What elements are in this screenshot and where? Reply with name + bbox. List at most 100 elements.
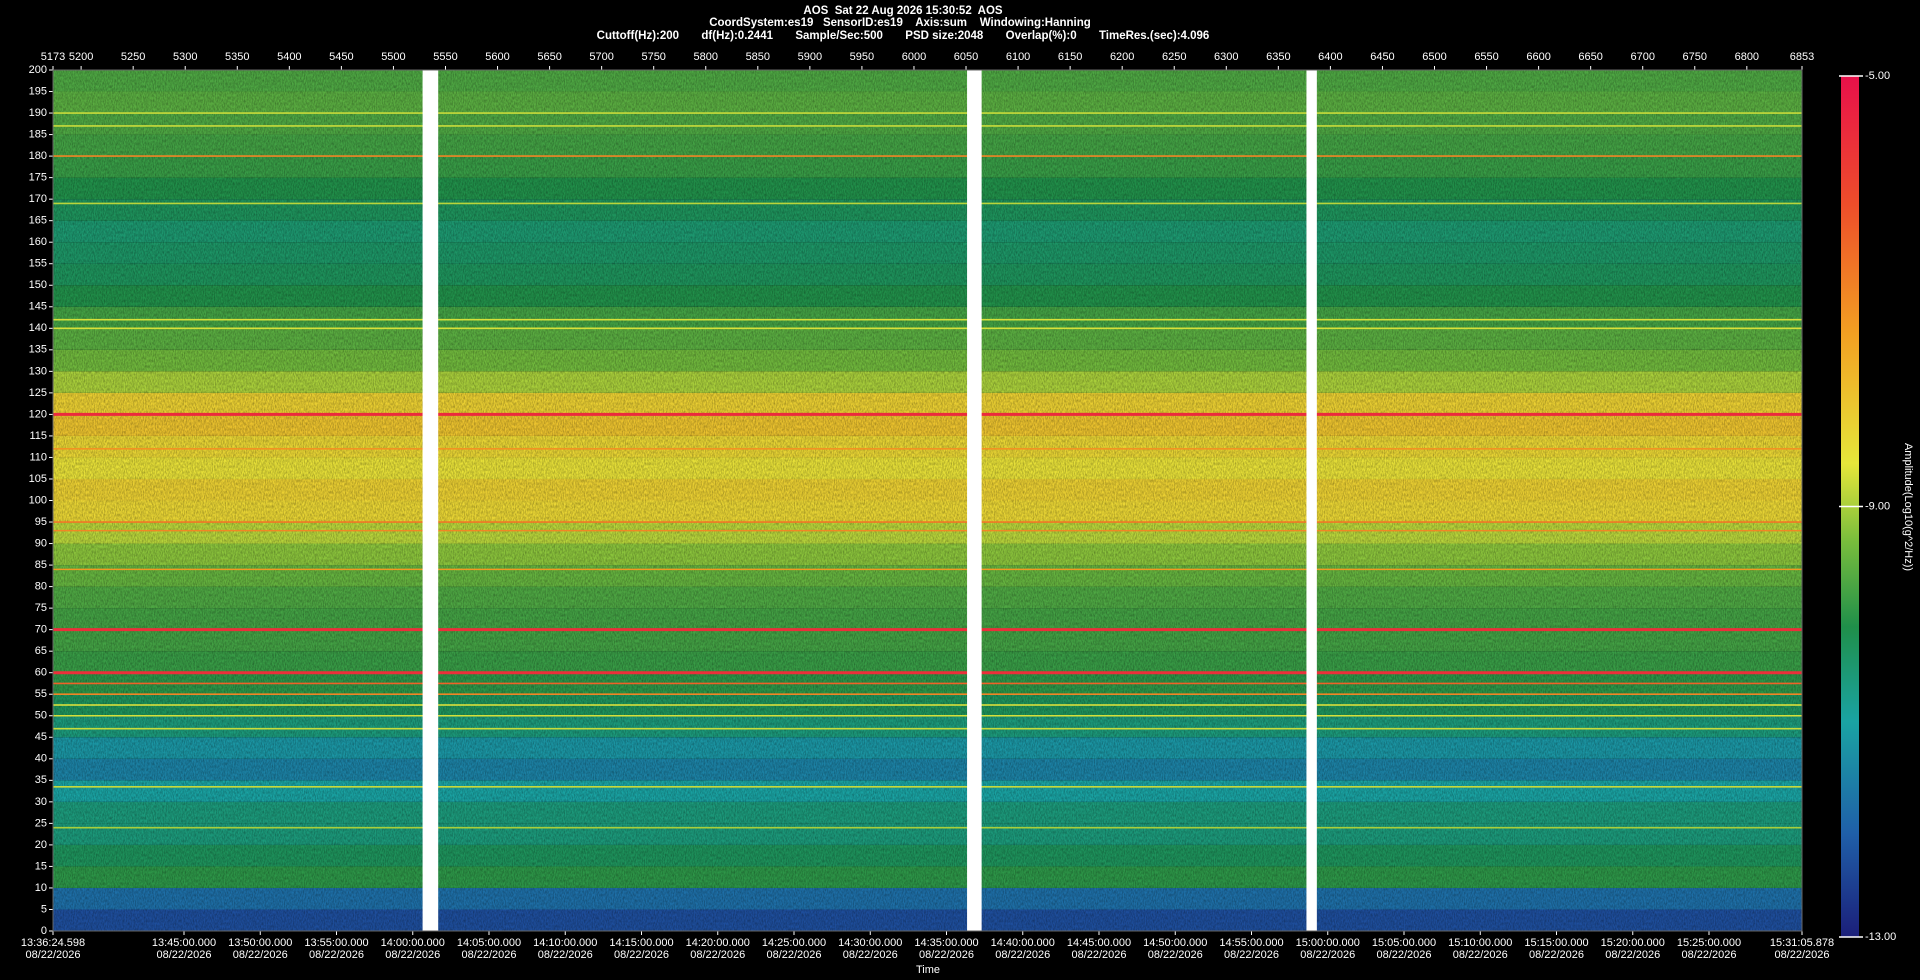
y-tick-label: 120	[29, 408, 47, 420]
chart-title: AOS Sat 22 Aug 2026 15:30:52 AOS	[803, 5, 1003, 17]
x-tick-label: 5600	[485, 51, 509, 63]
date-tick-label: 08/22/2026	[385, 949, 440, 961]
x-tick-label: 5250	[121, 51, 145, 63]
date-tick-label: 08/22/2026	[1376, 949, 1431, 961]
y-tick-label: 90	[35, 537, 47, 549]
time-tick-label: 15:10:00.000	[1448, 937, 1512, 949]
x-tick-label: 6450	[1370, 51, 1394, 63]
x-tick-label: 5850	[746, 51, 770, 63]
x-tick-label: 5650	[537, 51, 561, 63]
y-tick-label: 155	[29, 258, 47, 270]
y-tick-label: 35	[35, 774, 47, 786]
time-tick-label: 15:20:00.000	[1601, 937, 1665, 949]
date-tick-label: 08/22/2026	[461, 949, 516, 961]
data-gap	[1306, 70, 1317, 931]
x-tick-label: 6350	[1266, 51, 1290, 63]
time-tick-label: 13:55:00.000	[304, 937, 368, 949]
time-tick-label: 14:00:00.000	[381, 937, 445, 949]
x-tick-label: 5300	[173, 51, 197, 63]
y-tick-label: 175	[29, 172, 47, 184]
plot-area	[53, 70, 1802, 931]
time-tick-label: 14:10:00.000	[533, 937, 597, 949]
date-tick-label: 08/22/2026	[1681, 949, 1736, 961]
time-tick-label: 13:36:24.598	[21, 937, 85, 949]
date-tick-label: 08/22/2026	[1529, 949, 1584, 961]
date-tick-label: 08/22/2026	[1300, 949, 1355, 961]
date-tick-label: 08/22/2026	[1605, 949, 1660, 961]
y-tick-label: 105	[29, 473, 47, 485]
date-tick-label: 08/22/2026	[156, 949, 211, 961]
x-tick-label: 5550	[433, 51, 457, 63]
time-tick-label: 15:25:00.000	[1677, 937, 1741, 949]
y-tick-label: 135	[29, 344, 47, 356]
x-tick-label: 5800	[694, 51, 718, 63]
date-tick-label: 08/22/2026	[1148, 949, 1203, 961]
y-tick-label: 30	[35, 796, 47, 808]
y-tick-label: 85	[35, 559, 47, 571]
y-tick-label: 195	[29, 85, 47, 97]
y-tick-label: 25	[35, 817, 47, 829]
y-tick-label: 40	[35, 753, 47, 765]
x-tick-label: 6500	[1422, 51, 1446, 63]
x-tick-label: 5350	[225, 51, 249, 63]
y-tick-label: 60	[35, 667, 47, 679]
time-tick-label: 14:50:00.000	[1143, 937, 1207, 949]
date-tick-label: 08/22/2026	[309, 949, 364, 961]
colorbar-label: Amplitude(Log10(g^2/Hz))	[1902, 443, 1914, 571]
y-tick-label: 190	[29, 107, 47, 119]
x-tick-label: 6400	[1318, 51, 1342, 63]
x-tick-label: 6650	[1578, 51, 1602, 63]
x-tick-label: 5173	[41, 51, 65, 63]
y-tick-label: 185	[29, 128, 47, 140]
x-tick-label: 6300	[1214, 51, 1238, 63]
date-tick-label: 08/22/2026	[1224, 949, 1279, 961]
time-tick-label: 15:31:05.878	[1770, 937, 1834, 949]
x-tick-label: 6000	[902, 51, 926, 63]
time-tick-label: 14:15:00.000	[609, 937, 673, 949]
time-tick-label: 13:45:00.000	[152, 937, 216, 949]
x-tick-label: 5450	[329, 51, 353, 63]
date-tick-label: 08/22/2026	[25, 949, 80, 961]
y-tick-label: 65	[35, 645, 47, 657]
date-tick-label: 08/22/2026	[1774, 949, 1829, 961]
date-tick-label: 08/22/2026	[843, 949, 898, 961]
y-tick-label: 5	[41, 903, 47, 915]
x-tick-label: 5700	[589, 51, 613, 63]
y-tick-label: 15	[35, 860, 47, 872]
y-tick-label: 180	[29, 150, 47, 162]
y-tick-label: 0	[41, 925, 47, 937]
y-tick-label: 145	[29, 301, 47, 313]
x-tick-label: 6200	[1110, 51, 1134, 63]
date-tick-label: 08/22/2026	[1071, 949, 1126, 961]
x-tick-label: 6100	[1006, 51, 1030, 63]
y-tick-label: 160	[29, 236, 47, 248]
date-tick-label: 08/22/2026	[538, 949, 593, 961]
y-tick-label: 10	[35, 882, 47, 894]
y-tick-label: 130	[29, 365, 47, 377]
date-tick-label: 08/22/2026	[233, 949, 288, 961]
data-gap	[967, 70, 982, 931]
x-tick-label: 5900	[798, 51, 822, 63]
y-tick-label: 150	[29, 279, 47, 291]
time-tick-label: 15:15:00.000	[1524, 937, 1588, 949]
time-tick-label: 14:40:00.000	[991, 937, 1055, 949]
date-tick-label: 08/22/2026	[995, 949, 1050, 961]
x-tick-label: 5500	[381, 51, 405, 63]
x-tick-label: 6800	[1735, 51, 1759, 63]
time-tick-label: 13:50:00.000	[228, 937, 292, 949]
date-tick-label: 08/22/2026	[766, 949, 821, 961]
time-tick-label: 14:20:00.000	[686, 937, 750, 949]
y-tick-label: 45	[35, 731, 47, 743]
y-tick-label: 70	[35, 624, 47, 636]
chart-subtitle: Cuttoff(Hz):200 df(Hz):0.2441 Sample/Sec…	[597, 30, 1210, 42]
x-axis-label: Time	[916, 964, 940, 976]
date-tick-label: 08/22/2026	[919, 949, 974, 961]
noise-texture	[53, 70, 1802, 931]
date-tick-label: 08/22/2026	[690, 949, 745, 961]
x-tick-label: 6853	[1790, 51, 1814, 63]
time-tick-label: 14:25:00.000	[762, 937, 826, 949]
time-tick-label: 15:05:00.000	[1372, 937, 1436, 949]
y-tick-label: 125	[29, 387, 47, 399]
x-tick-label: 6250	[1162, 51, 1186, 63]
